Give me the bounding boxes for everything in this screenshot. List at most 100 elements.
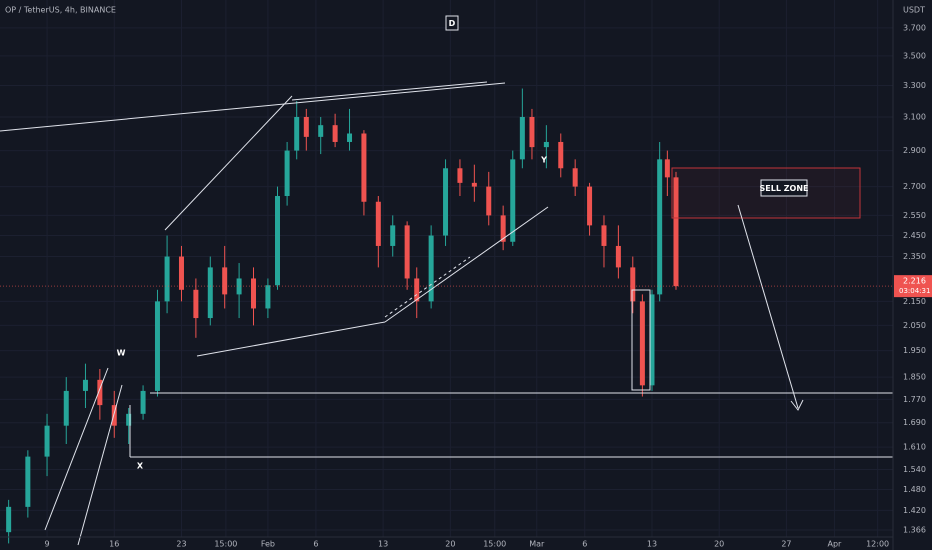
candle-body: [265, 285, 271, 309]
candle-body: [63, 390, 69, 426]
x-tick-label: 16: [109, 540, 119, 549]
trend-line: [44, 367, 109, 531]
candle-body: [361, 133, 367, 202]
y-tick-label: 1.770: [903, 395, 926, 404]
candle-body: [587, 186, 593, 226]
candle-body: [294, 116, 300, 151]
candle-body: [222, 267, 228, 295]
candle-body: [404, 225, 410, 279]
legend-text: OP / TetherUS, 4h, BINANCE: [5, 6, 116, 15]
candle-body: [529, 116, 535, 148]
candle-body: [649, 294, 655, 386]
x-tick-label: 20: [714, 540, 724, 549]
y-tick-label: 1.366: [903, 525, 926, 534]
candle-body: [673, 177, 679, 287]
grid: [0, 0, 893, 537]
trend-line: [0, 82, 506, 132]
candle-body: [236, 278, 242, 295]
candle-body: [126, 413, 132, 426]
y-tick-label: 2.700: [903, 182, 926, 191]
candle-body: [630, 267, 636, 302]
y-tick-label: 3.500: [903, 51, 926, 60]
x-tick-label: 6: [313, 540, 318, 549]
candle-body: [486, 186, 492, 216]
x-tick-label: 9: [45, 540, 50, 549]
x-tick-label: 27: [781, 540, 791, 549]
candle-body: [601, 225, 607, 246]
label-box: [760, 179, 808, 197]
y-tick-label: 1.480: [903, 485, 926, 494]
y-tick-label: 2.450: [903, 231, 926, 240]
arrow-head: [790, 399, 804, 411]
last-price-label: 2.216: [903, 277, 926, 286]
annotation: W: [117, 349, 126, 358]
candle-body: [154, 301, 160, 391]
candle-body: [500, 215, 506, 242]
y-tick-label: 1.690: [903, 418, 926, 427]
x-tick-label: Apr: [828, 540, 843, 549]
trend-line: [77, 384, 123, 546]
candle-body: [657, 159, 663, 295]
candle-body: [193, 289, 199, 319]
candles: [6, 88, 679, 544]
candle-body: [558, 141, 564, 169]
y-tick-label: 2.050: [903, 321, 926, 330]
axis-unit: USDT: [903, 6, 925, 15]
candle-body: [111, 405, 117, 426]
candle-body: [250, 278, 256, 309]
y-tick-label: 3.700: [903, 23, 926, 32]
candle-body: [82, 379, 88, 391]
candle-body: [428, 235, 434, 302]
annotation: Y: [540, 156, 547, 165]
candle-body: [207, 267, 213, 319]
candle-body: [572, 168, 578, 187]
candle-body: [164, 256, 170, 302]
countdown-label: 03:04:31: [899, 287, 930, 295]
x-tick-label: 15:00: [214, 540, 237, 549]
y-tick-label: 1.610: [903, 443, 926, 452]
badge: [445, 15, 459, 31]
candle-body: [471, 182, 477, 187]
trend-line: [384, 256, 471, 318]
y-tick-label: 2.900: [903, 146, 926, 155]
y-tick-label: 2.150: [903, 297, 926, 306]
x-tick-label: Mar: [529, 540, 545, 549]
candle-body: [375, 201, 381, 246]
y-tick-label: 1.950: [903, 346, 926, 355]
x-tick-label: 23: [176, 540, 186, 549]
candle-body: [639, 301, 645, 386]
annotation: SELL ZONE: [760, 184, 809, 193]
candle-body: [275, 196, 281, 286]
candle-body: [318, 125, 324, 137]
candle-body: [25, 456, 31, 507]
candle-body: [44, 425, 50, 457]
candle-body: [284, 150, 290, 197]
y-tick-label: 1.420: [903, 506, 926, 515]
candle-body: [615, 245, 621, 268]
candle-body: [443, 168, 449, 236]
candle-body: [332, 125, 338, 142]
x-tick-label: 20: [445, 540, 455, 549]
candle-body: [519, 116, 525, 160]
x-tick-label: 15:00: [483, 540, 506, 549]
x-tick-label: 13: [647, 540, 657, 549]
y-tick-label: 2.550: [903, 211, 926, 220]
y-tick-label: 3.100: [903, 112, 926, 121]
x-tick-label: Feb: [261, 540, 275, 549]
axes: 3.700 3.500 3.300 3.100 2.900 2.700 2.550 2.450…: [0, 23, 932, 549]
y-tick-label: 1.850: [903, 373, 926, 382]
range-box: [631, 289, 651, 391]
candle-body: [140, 390, 146, 414]
x-tick-label: 12:00: [866, 540, 889, 549]
x-tick-label: 13: [378, 540, 388, 549]
x-tick-label: 6: [582, 540, 587, 549]
trend-line: [164, 95, 293, 231]
candle-body: [510, 159, 516, 242]
candle-body: [664, 159, 670, 178]
candle-body: [457, 168, 463, 183]
drawings: D W X Y SELL ZONE: [0, 15, 893, 546]
candle-body: [303, 116, 309, 137]
candle-body: [97, 379, 103, 406]
